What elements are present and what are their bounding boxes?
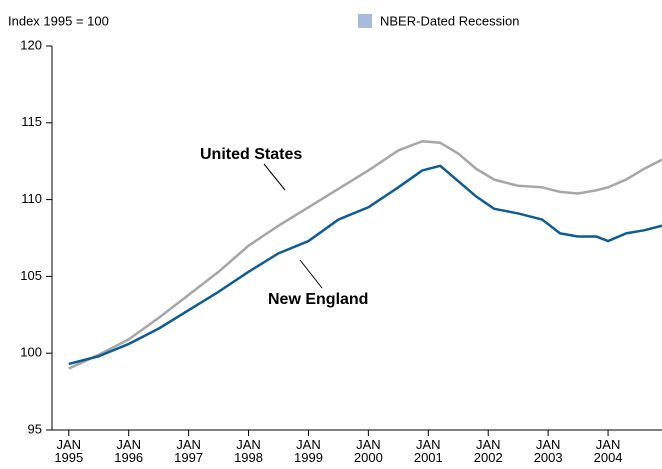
y-tick-label: 120 (20, 37, 42, 52)
legend-swatch (358, 14, 372, 28)
x-tick-label: JAN 1995 (54, 437, 83, 465)
x-tick-label: JAN 2004 (594, 437, 623, 465)
y-tick-label: 100 (20, 345, 42, 360)
annotation: New England (268, 291, 368, 308)
y-tick-label: 95 (28, 421, 42, 436)
x-tick-label: JAN 1999 (294, 437, 323, 465)
series-line (68, 139, 662, 370)
y-tick-label: 115 (21, 114, 42, 129)
chart-title: Index 1995 = 100 (8, 13, 109, 28)
x-tick-label: JAN 1996 (114, 437, 143, 465)
series-line (68, 164, 662, 366)
x-tick-label: JAN 2003 (534, 437, 563, 465)
x-tick-label: JAN 1998 (234, 437, 263, 465)
x-tick-label: JAN 1997 (174, 437, 203, 465)
x-tick-label: JAN 2001 (414, 437, 443, 465)
annotation: United States (200, 146, 302, 163)
x-tick-label: JAN 2002 (474, 437, 503, 465)
leader-line (299, 259, 323, 289)
y-tick-label: 105 (20, 268, 42, 283)
x-tick-label: JAN 2000 (354, 437, 383, 465)
leader-line (263, 163, 286, 191)
legend-label: NBER-Dated Recession (380, 13, 519, 28)
y-tick-label: 110 (21, 191, 42, 206)
